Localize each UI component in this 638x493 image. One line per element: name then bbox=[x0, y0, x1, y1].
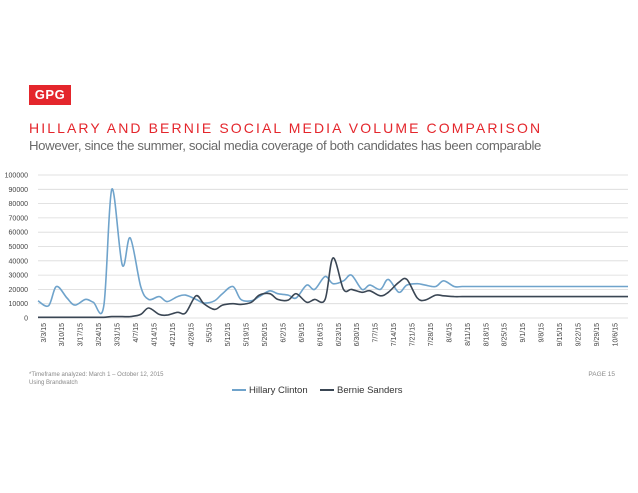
x-tick-label: 6/23/15 bbox=[336, 323, 343, 346]
gpg-logo: GPG bbox=[29, 85, 71, 105]
y-tick-label: 10000 bbox=[9, 301, 29, 308]
footnote-source: Using Brandwatch bbox=[29, 380, 78, 386]
page-title: HILLARY AND BERNIE SOCIAL MEDIA VOLUME C… bbox=[29, 120, 543, 136]
x-tick-label: 4/7/15 bbox=[133, 323, 140, 343]
x-tick-label: 9/22/15 bbox=[575, 323, 582, 346]
x-tick-label: 5/12/15 bbox=[225, 323, 232, 346]
y-tick-label: 100000 bbox=[5, 173, 28, 180]
x-tick-label: 7/28/15 bbox=[428, 323, 435, 346]
social-volume-line-chart: 0 10000 20000 30000 40000 50000 60000 70000 8000… bbox=[5, 173, 628, 396]
page-number: PAGE 15 bbox=[588, 371, 615, 378]
x-tick-label: 6/16/15 bbox=[317, 323, 324, 346]
y-tick-label: 50000 bbox=[9, 244, 29, 251]
footnote-timeframe: *Timeframe analyzed: March 1 – October 1… bbox=[29, 372, 164, 378]
x-tick-label: 9/15/15 bbox=[557, 323, 564, 346]
bernie-sanders-line bbox=[37, 257, 628, 319]
y-tick-label: 70000 bbox=[9, 215, 29, 222]
x-tick-label: 9/29/15 bbox=[594, 323, 601, 346]
x-tick-label: 7/7/15 bbox=[373, 323, 380, 343]
y-tick-label: 60000 bbox=[9, 230, 29, 237]
page-subtitle: However, since the summer, social media … bbox=[29, 138, 542, 153]
legend-bernie-sanders-label: Bernie Sanders bbox=[337, 385, 403, 396]
x-tick-label: 3/3/15 bbox=[41, 323, 48, 343]
x-tick-label: 4/14/15 bbox=[151, 323, 158, 346]
x-tick-label: 6/30/15 bbox=[354, 323, 361, 346]
y-tick-label: 20000 bbox=[9, 287, 29, 294]
x-tick-label: 7/14/15 bbox=[391, 323, 398, 346]
x-tick-label: 7/21/15 bbox=[410, 323, 417, 346]
x-tick-label: 8/4/15 bbox=[446, 323, 453, 343]
x-tick-label: 3/24/15 bbox=[96, 323, 103, 346]
y-tick-label: 30000 bbox=[9, 273, 29, 280]
y-tick-label: 0 bbox=[24, 316, 28, 323]
y-tick-label: 90000 bbox=[9, 187, 29, 194]
y-tick-label: 40000 bbox=[9, 258, 29, 265]
x-tick-label: 4/28/15 bbox=[188, 323, 195, 346]
x-tick-label: 9/1/15 bbox=[520, 323, 527, 343]
x-tick-label: 3/10/15 bbox=[59, 323, 66, 346]
x-tick-label: 9/8/15 bbox=[539, 323, 546, 343]
x-tick-label: 8/25/15 bbox=[502, 323, 509, 346]
x-tick-label: 8/11/15 bbox=[465, 323, 472, 346]
x-tick-label: 6/2/15 bbox=[280, 323, 287, 343]
x-tick-label: 3/17/15 bbox=[78, 323, 85, 346]
footnote: *Timeframe analyzed: March 1 – October 1… bbox=[29, 371, 164, 387]
legend-hillary-clinton-label: Hillary Clinton bbox=[249, 385, 308, 396]
x-tick-label: 5/26/15 bbox=[262, 323, 269, 346]
x-tick-label: 4/21/15 bbox=[170, 323, 177, 346]
y-tick-label: 80000 bbox=[9, 201, 29, 208]
x-tick-label: 5/5/15 bbox=[207, 323, 214, 343]
x-tick-label: 8/18/15 bbox=[483, 323, 490, 346]
hillary-clinton-line bbox=[37, 188, 628, 315]
x-tick-label: 5/19/15 bbox=[244, 323, 251, 346]
x-tick-label: 6/9/15 bbox=[299, 323, 306, 343]
x-tick-label: 3/31/15 bbox=[115, 323, 122, 346]
x-tick-label: 10/6/15 bbox=[612, 323, 619, 346]
